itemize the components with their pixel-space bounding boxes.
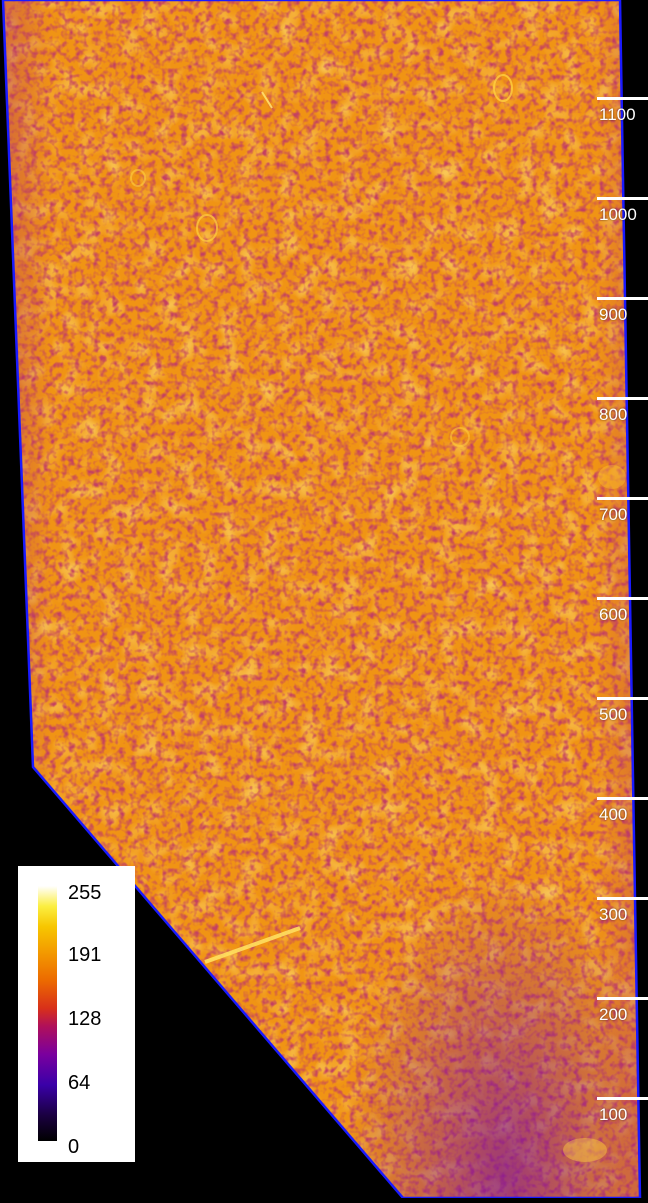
bright-streak	[204, 926, 301, 964]
scale-tick	[597, 1097, 648, 1100]
scale-label: 900	[599, 305, 628, 324]
scale-tick	[597, 297, 648, 300]
scale-tick	[597, 597, 648, 600]
scale-tick	[597, 797, 648, 800]
colorbar-label: 0	[68, 1136, 80, 1158]
scale-label: 200	[599, 1005, 628, 1024]
scale-label: 500	[599, 705, 628, 724]
scale-label: 300	[599, 905, 628, 924]
scale-tick	[597, 997, 648, 1000]
scale-tick	[597, 497, 648, 500]
scale-label: 700	[599, 505, 628, 524]
scale-label: 800	[599, 405, 628, 424]
scale-label: 1100	[599, 105, 636, 124]
scale-tick	[597, 397, 648, 400]
scale-tick	[597, 97, 648, 100]
colorbar-gradient	[38, 886, 57, 1141]
colorbar-label: 255	[68, 882, 102, 904]
scale-tick	[597, 697, 648, 700]
scale-tick	[597, 897, 648, 900]
scale-label: 600	[599, 605, 628, 624]
colorbar-legend: 255 191 128 64 0	[18, 866, 135, 1162]
colorbar-label: 64	[68, 1072, 91, 1094]
scale-label: 400	[599, 805, 628, 824]
scale-label: 1000	[599, 205, 637, 224]
colorbar-label: 128	[68, 1008, 102, 1030]
scale-label: 100	[599, 1105, 628, 1124]
colorbar-label: 191	[68, 944, 102, 966]
scale-tick	[597, 197, 648, 200]
